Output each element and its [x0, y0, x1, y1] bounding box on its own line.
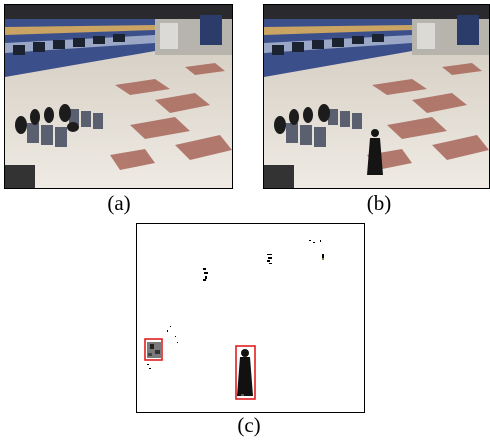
- caption-a: (a): [107, 191, 131, 215]
- photo-panel-b: [263, 4, 490, 189]
- mask-panel-c: [136, 223, 365, 413]
- floor-tile-pattern: [110, 63, 232, 170]
- foreground-mask: [137, 224, 364, 412]
- detection-box-left: [144, 338, 163, 361]
- seated-passengers: [15, 104, 79, 134]
- platform-scene-b: [264, 5, 489, 188]
- waiting-seats: [286, 109, 362, 147]
- seated-passengers: [274, 104, 330, 134]
- waiting-seats: [27, 109, 103, 147]
- platform-scene-a: [5, 5, 232, 188]
- detected-cluster-left: [147, 342, 161, 358]
- walking-person: [367, 129, 383, 175]
- caption-c: (c): [237, 413, 261, 437]
- detection-box-person: [235, 345, 256, 400]
- mask-noise: [147, 240, 324, 369]
- caption-b: (b): [366, 191, 392, 215]
- detected-person-silhouette: [237, 349, 253, 396]
- photo-panel-a: [4, 4, 233, 189]
